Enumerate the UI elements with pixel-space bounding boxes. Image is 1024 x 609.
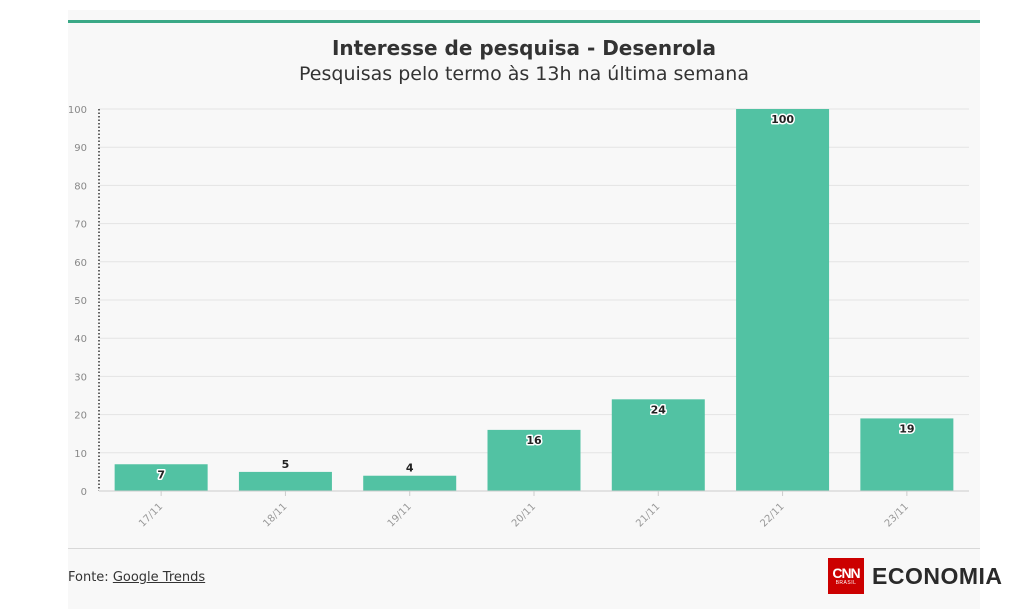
x-tick-label: 19/11 (386, 501, 414, 529)
y-tick-label: 0 (81, 487, 87, 498)
bar (487, 429, 581, 491)
x-tick-label: 18/11 (261, 501, 289, 529)
y-tick-label: 70 (74, 220, 87, 231)
economia-wordmark: ECONOMIA (872, 562, 1003, 589)
y-tick-label: 60 (74, 258, 87, 269)
y-tick-label: 80 (74, 181, 87, 192)
source-note: Fonte: Google Trends (68, 570, 205, 585)
source-link[interactable]: Google Trends (112, 570, 206, 585)
bar-value-label: 16 (526, 434, 542, 447)
bar-value-label: 19 (899, 422, 914, 435)
accent-line (68, 20, 980, 23)
y-tick-label: 30 (74, 372, 87, 383)
y-tick-label: 10 (74, 449, 87, 460)
bar-value-label: 100 (771, 113, 794, 126)
y-tick-label: 40 (74, 334, 87, 345)
source-prefix: Fonte: (68, 570, 113, 585)
x-tick-label: 20/11 (510, 501, 538, 529)
x-tick-label: 21/11 (634, 501, 662, 529)
bar (611, 399, 705, 491)
bar (860, 418, 954, 491)
bar-chart: 0 10 20 30 40 50 60 70 80 90 100 7 17/11 5 18/11 4 19/11… (68, 105, 969, 530)
y-tick-label: 20 (74, 411, 87, 422)
cnn-logo-subtext: BRASIL (835, 580, 857, 586)
y-tick-label: 100 (68, 105, 87, 116)
cnn-economia-logo: CNN BRASIL ECONOMIA (828, 558, 1003, 594)
bar (238, 471, 332, 491)
y-tick-label: 90 (74, 143, 87, 154)
bar-value-label: 24 (651, 403, 667, 416)
chart-card: Interesse de pesquisa - Desenrola Pesqui… (68, 10, 1002, 609)
cnn-logo-icon: CNN BRASIL (828, 558, 864, 594)
x-tick-label: 22/11 (759, 501, 787, 529)
bar (363, 475, 457, 491)
bar (114, 464, 208, 491)
x-tick-label: 23/11 (883, 501, 911, 529)
bar-value-label: 4 (406, 462, 414, 475)
y-tick-label: 50 (74, 296, 87, 307)
x-tick-label: 17/11 (137, 501, 165, 529)
bar-value-label: 5 (282, 458, 290, 471)
cnn-logo-text: CNN (832, 565, 860, 581)
chart-subtitle: Pesquisas pelo termo às 13h na última se… (299, 63, 749, 85)
bar (736, 109, 830, 491)
chart-title: Interesse de pesquisa - Desenrola (331, 36, 717, 60)
bar-value-label: 7 (157, 468, 165, 481)
footer-divider (68, 548, 980, 549)
